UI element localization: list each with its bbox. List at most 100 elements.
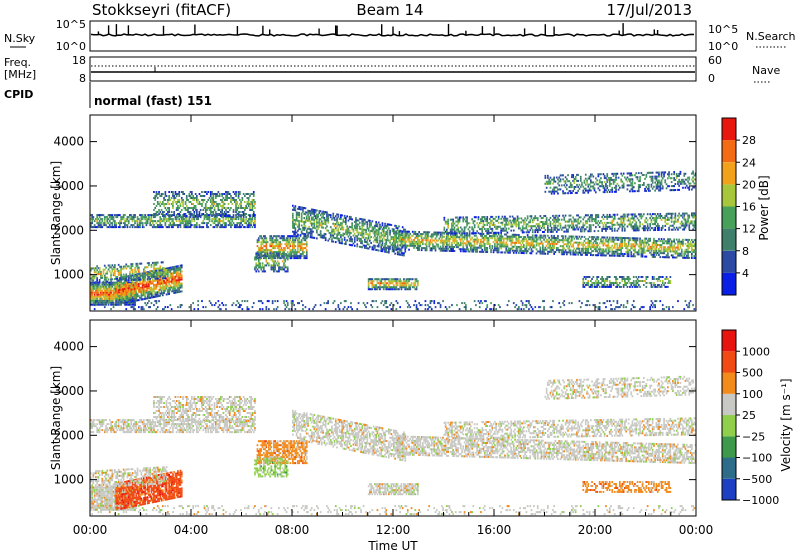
power-cell (294, 239, 297, 242)
power-cell (385, 249, 388, 251)
power-cell (115, 281, 117, 284)
power-cell (120, 269, 122, 272)
power-cell (252, 211, 255, 213)
power-cell (490, 251, 492, 254)
power-cell (411, 234, 414, 237)
power-cell (235, 199, 237, 201)
power-cell (196, 197, 198, 199)
power-cell (213, 226, 216, 229)
power-cell (417, 237, 419, 239)
power-cell (356, 229, 359, 232)
power-cell (564, 235, 567, 238)
power-cell (379, 284, 381, 287)
power-cell (114, 266, 116, 269)
noise-axis-bottom-label: 10^0 (56, 40, 86, 53)
power-cell (288, 241, 290, 244)
power-cell (254, 222, 256, 225)
power-cell (358, 225, 361, 228)
power-cell (92, 285, 95, 288)
power-cell (384, 222, 386, 225)
power-cell (103, 281, 106, 284)
power-cell (235, 195, 237, 197)
power-cell (326, 225, 328, 228)
power-cell (415, 288, 418, 291)
power-cell (245, 216, 247, 219)
power-cell (111, 214, 114, 217)
power-cell (313, 236, 316, 239)
power-cell (111, 285, 114, 288)
power-cell (98, 303, 101, 306)
power-cell (660, 248, 663, 251)
power-cell (225, 218, 227, 221)
power-cell (346, 215, 348, 218)
power-cell (629, 239, 631, 242)
power-cell (317, 215, 319, 218)
power-cell (548, 236, 550, 239)
power-cell (120, 222, 122, 225)
power-cell (105, 289, 107, 292)
power-cell (327, 229, 330, 232)
power-cell (324, 239, 327, 242)
power-cell (569, 253, 572, 256)
power-cell (353, 244, 356, 247)
power-cell (108, 285, 111, 288)
power-cell (103, 268, 106, 271)
power-cell (553, 235, 555, 237)
power-cell (103, 285, 106, 288)
power-cell (159, 211, 162, 213)
power-cell (414, 284, 417, 287)
power-cell (201, 205, 203, 207)
power-cell (185, 195, 188, 197)
power-cell (276, 239, 279, 242)
power-cell (568, 247, 571, 250)
power-cell (667, 252, 669, 255)
power-cell (139, 224, 141, 227)
power-cell (198, 211, 201, 213)
power-cell (178, 191, 181, 193)
power-cell (443, 235, 446, 238)
power-cell (108, 297, 111, 300)
power-cell (114, 264, 116, 267)
power-cell (369, 231, 371, 234)
power-cell (134, 216, 136, 219)
power-cell (125, 273, 128, 276)
power-cell (317, 227, 319, 230)
power-cell (100, 295, 102, 298)
power-cell (114, 297, 116, 300)
power-cell (294, 209, 297, 212)
power-cell (168, 203, 170, 205)
power-cell (316, 217, 318, 220)
power-cell (209, 205, 212, 207)
power-cell (404, 248, 407, 251)
power-cell (231, 203, 234, 205)
power-cell (667, 250, 669, 253)
power-cell (446, 249, 448, 252)
power-cell (371, 278, 374, 281)
power-cell (207, 191, 210, 193)
power-cell (213, 222, 216, 225)
power-cell (602, 244, 605, 247)
power-cell (244, 195, 246, 197)
power-cell (180, 209, 183, 211)
power-cell (505, 233, 508, 236)
power-cell (120, 303, 122, 306)
power-cell (403, 278, 405, 281)
power-cell (235, 211, 237, 213)
power-cell (457, 246, 460, 249)
power-cell (679, 244, 682, 247)
power-cell (129, 273, 131, 276)
power-cell (345, 241, 347, 244)
power-cell (90, 297, 92, 300)
power-cell (578, 243, 581, 246)
power-cell (102, 299, 105, 302)
power-cell (90, 303, 92, 306)
power-cell (211, 220, 213, 223)
power-cell (590, 242, 592, 244)
power-cell (664, 246, 667, 249)
power-cell (93, 295, 96, 298)
power-cell (95, 267, 97, 270)
power-cell (644, 245, 646, 248)
power-cell (492, 241, 495, 244)
power-cell (303, 217, 306, 219)
power-cell (465, 242, 467, 245)
